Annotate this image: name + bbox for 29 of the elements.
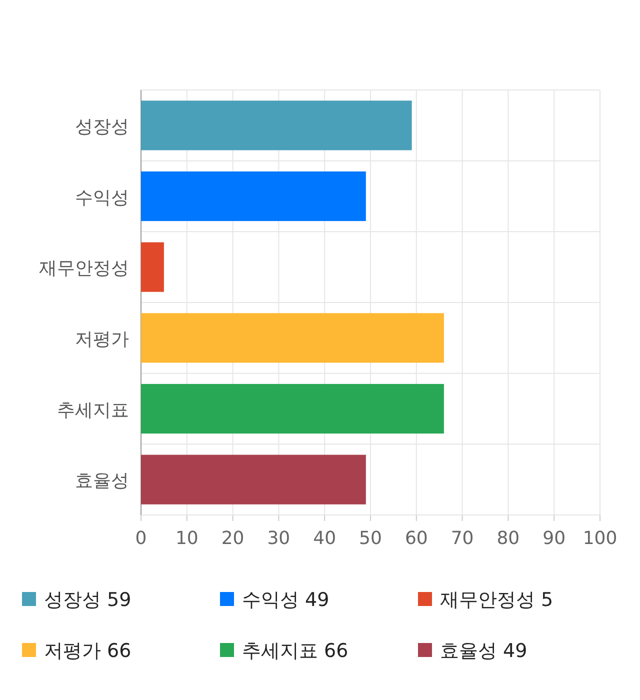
legend-label: 재무안정성 5 xyxy=(440,589,554,611)
y-tick-label: 성장성 xyxy=(75,116,129,138)
x-tick-label: 60 xyxy=(404,528,428,549)
y-tick-label: 재무안정성 xyxy=(39,258,129,280)
y-tick-label: 수익성 xyxy=(75,187,129,208)
x-tick-label: 20 xyxy=(221,528,244,549)
legend-item: 수익성 49 xyxy=(220,589,330,611)
legend-item: 효율성 49 xyxy=(418,640,528,662)
x-tick-label: 50 xyxy=(359,528,382,549)
y-tick-label: 효율성 xyxy=(75,470,129,492)
x-tick-label: 30 xyxy=(267,528,290,549)
x-tick-label: 40 xyxy=(313,528,336,549)
legend-item: 저평가 66 xyxy=(22,640,132,662)
legend-item: 재무안정성 5 xyxy=(418,589,554,611)
x-tick-label: 80 xyxy=(496,528,520,549)
x-tick-label: 0 xyxy=(135,528,147,549)
legend-label: 추세지표 66 xyxy=(242,640,348,662)
legend-label: 성장성 59 xyxy=(44,589,132,611)
x-tick-label: 100 xyxy=(582,528,618,549)
legend-item: 추세지표 66 xyxy=(220,640,348,662)
y-tick-label: 추세지표 xyxy=(57,400,129,421)
legend-item: 성장성 59 xyxy=(22,589,132,611)
y-tick-label: 저평가 xyxy=(75,328,129,350)
x-tick-label: 70 xyxy=(450,528,474,549)
legend-label: 효율성 49 xyxy=(440,640,528,662)
legend-label: 저평가 66 xyxy=(44,640,132,662)
x-tick-label: 90 xyxy=(542,528,566,549)
x-tick-label: 10 xyxy=(175,528,198,549)
legend-label: 수익성 49 xyxy=(242,589,330,611)
